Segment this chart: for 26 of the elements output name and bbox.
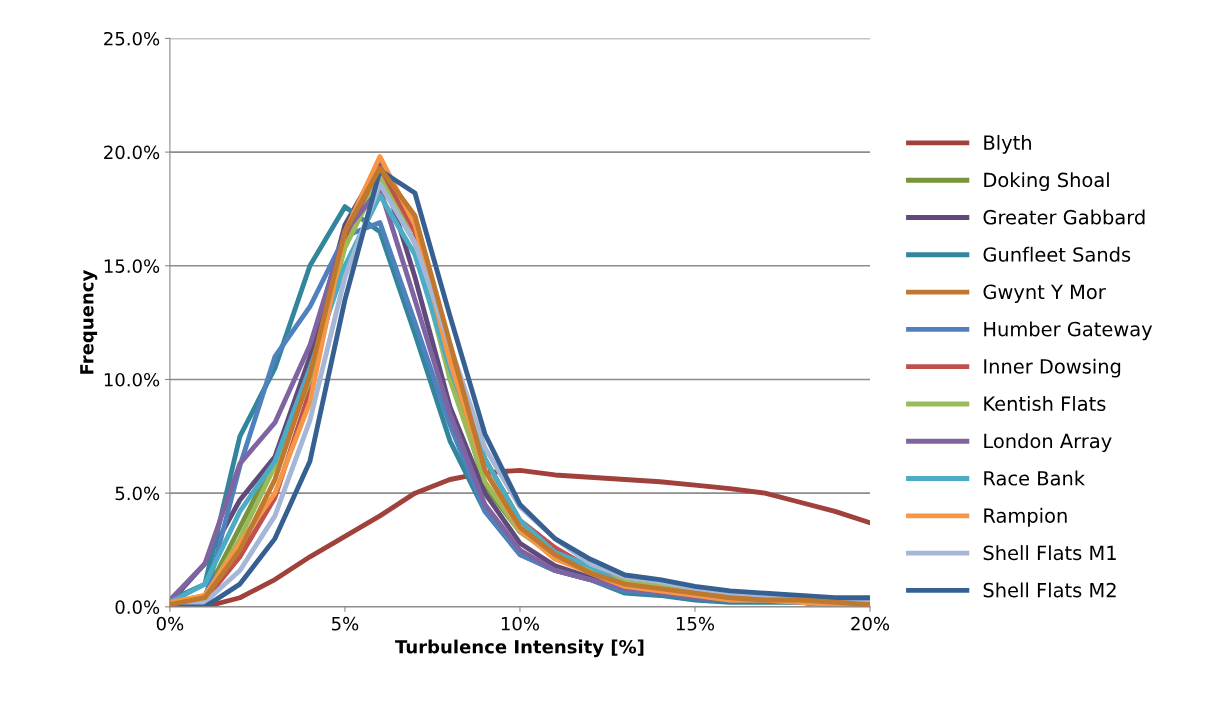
x-tick-label: 5% bbox=[332, 616, 359, 631]
legend-label: Gwynt Y Mor bbox=[983, 284, 1106, 303]
legend-label: Kentish Flats bbox=[984, 395, 1106, 412]
y-axis-title: Frequency bbox=[80, 270, 98, 374]
legend-label: Rampion bbox=[984, 507, 1067, 527]
x-tick-label: 15% bbox=[676, 616, 715, 631]
legend-label: London Array bbox=[984, 433, 1112, 453]
y-tick-label: 0.0% bbox=[115, 600, 160, 614]
y-tick-label: 5.0% bbox=[115, 486, 160, 501]
legend-label: Gunfleet Sands bbox=[983, 246, 1131, 262]
legend-label: Humber Gateway bbox=[984, 321, 1153, 341]
legend-label: Shell Flats M2 bbox=[983, 582, 1116, 598]
legend-label: Doking Shoal bbox=[984, 172, 1109, 192]
y-tick-label: 15.0% bbox=[104, 259, 160, 273]
x-tick-label: 20% bbox=[851, 616, 890, 631]
x-axis-title: Turbulence Intensity [%] bbox=[395, 639, 644, 658]
y-tick-label: 10.0% bbox=[104, 372, 160, 387]
legend-label: Race Bank bbox=[984, 470, 1086, 486]
y-tick-label: 20.0% bbox=[104, 145, 160, 160]
legend-label: Blyth bbox=[984, 134, 1031, 154]
x-tick-label: 0% bbox=[156, 616, 184, 631]
legend-label: Greater Gabbard bbox=[983, 209, 1145, 225]
x-tick-label: 10% bbox=[501, 616, 540, 631]
legend-label: Inner Dowsing bbox=[984, 358, 1121, 378]
y-tick-label: 25.0% bbox=[104, 31, 160, 46]
legend-label: Shell Flats M1 bbox=[983, 545, 1116, 561]
